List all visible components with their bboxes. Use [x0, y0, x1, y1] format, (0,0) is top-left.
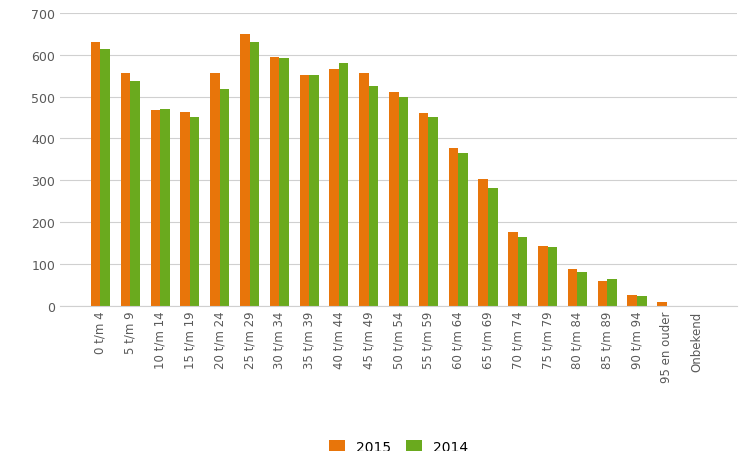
Bar — [488, 189, 498, 307]
Bar — [339, 64, 348, 307]
Bar — [368, 87, 378, 307]
Legend: 2015, 2014: 2015, 2014 — [322, 433, 475, 451]
Bar — [180, 113, 190, 307]
Bar — [399, 97, 408, 307]
Bar — [101, 50, 110, 307]
Bar — [299, 75, 309, 307]
Bar — [547, 247, 557, 307]
Bar — [518, 238, 527, 307]
Bar — [458, 154, 468, 307]
Bar — [578, 272, 587, 307]
Bar — [160, 110, 170, 307]
Bar — [538, 246, 547, 307]
Bar — [250, 43, 259, 307]
Bar — [657, 303, 667, 307]
Bar — [627, 295, 637, 307]
Bar — [359, 74, 368, 307]
Bar — [329, 70, 339, 307]
Bar — [270, 58, 279, 307]
Bar — [130, 81, 140, 307]
Bar — [210, 74, 220, 307]
Bar — [220, 89, 229, 307]
Bar — [279, 59, 289, 307]
Bar — [91, 43, 101, 307]
Bar — [309, 75, 319, 307]
Bar — [190, 118, 199, 307]
Bar — [389, 93, 399, 307]
Bar — [121, 74, 130, 307]
Bar — [637, 296, 647, 307]
Bar — [240, 35, 250, 307]
Bar — [429, 118, 438, 307]
Bar — [568, 270, 578, 307]
Bar — [478, 180, 488, 307]
Bar — [419, 114, 429, 307]
Bar — [508, 232, 518, 307]
Bar — [449, 148, 458, 307]
Bar — [598, 281, 607, 307]
Bar — [150, 110, 160, 307]
Bar — [607, 280, 617, 307]
